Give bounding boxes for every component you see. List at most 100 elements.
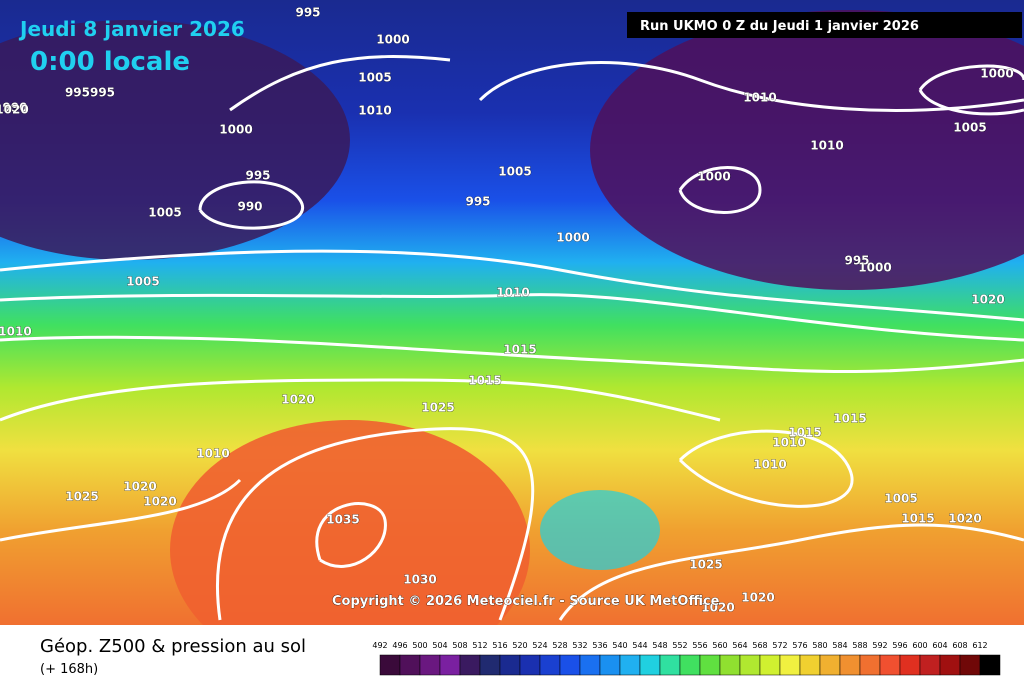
scale-swatch [959,654,981,676]
isobar-label: 1025 [65,490,98,504]
isobar [558,523,1024,621]
isobar-label: 1020 [741,591,774,605]
isobar [229,55,451,112]
scale-swatch [879,654,901,676]
cold-pool [540,490,660,570]
scale-label: 504 [432,641,447,650]
scale-label: 508 [452,641,467,650]
isobar-labels: 9951000100510109959959901000995990100510… [0,5,1014,615]
isobar-label: 990 [2,101,27,115]
isobar-label: 1010 [358,104,391,118]
scale-swatch [599,654,621,676]
scale-swatch [399,654,421,676]
scale-swatch [619,654,641,676]
isobar-label: 1030 [403,573,436,587]
scale-label: 512 [472,641,487,650]
run-box [627,12,1022,38]
color-scale: 492 496 500 504 508 512 516 520 524 528 532 536 540 5… [372,641,1001,676]
isobar [678,429,854,508]
scale-label: 596 [892,641,907,650]
footer-title: Géop. Z500 & pression au sol [40,636,306,657]
scale-swatch [519,654,541,676]
isobar-label: 995995 [65,86,115,100]
scale-label: 600 [912,641,927,650]
scale-swatch [859,654,881,676]
isobar-label: 1010 [810,139,843,153]
isobar [478,61,1024,112]
isobar-label: 990 [237,200,262,214]
scale-label: 496 [392,641,407,650]
scale-swatch [539,654,561,676]
isobar [0,378,721,422]
isobar-label: 1000 [697,170,730,184]
isobar-label: 1000 [858,261,891,275]
scale-swatch [639,654,661,676]
isobar [0,478,242,542]
isobar-label: 1000 [556,231,589,245]
isobar-label: 1025 [689,558,722,572]
isobar [918,64,1024,116]
scale-swatch [419,654,441,676]
scale-swatch [439,654,461,676]
scale-label: 580 [812,641,827,650]
scale-swatch [479,654,501,676]
isobar-label: 1000 [376,33,409,47]
scale-swatch [579,654,601,676]
scale-label: 492 [372,641,387,650]
scale-label: 572 [772,641,787,650]
scale-swatch [559,654,581,676]
scale-label: 560 [712,641,727,650]
scale-label: 576 [792,641,807,650]
isobar-label: 1020 [0,103,29,117]
isobar-label: 995 [465,195,490,209]
scale-label: 540 [612,641,627,650]
low-area [0,20,350,260]
isobar-label: 1010 [753,458,786,472]
isobar [0,293,1024,342]
copyright: Copyright © 2026 Meteociel.fr - Source U… [332,594,720,609]
scale-swatch [739,654,761,676]
scale-swatch [979,654,1001,676]
isobar-label: 1005 [953,121,986,135]
time: 0:00 locale [30,47,190,77]
scale-swatch [899,654,921,676]
scale-label: 520 [512,641,527,650]
isobar-label: 1010 [0,325,32,339]
isobar-label: 1010 [496,286,529,300]
scale-label: 592 [872,641,887,650]
date: Jeudi 8 janvier 2026 [18,17,245,41]
scale-label: 556 [692,641,707,650]
scale-label: 612 [972,641,987,650]
isobar-label: 995 [245,169,270,183]
isobar [0,249,1024,322]
scale-label: 604 [932,641,947,650]
scale-swatch [699,654,721,676]
isobar-label: 1000 [219,123,252,137]
isobar-label: 1020 [143,495,176,509]
isobar-label: 1010 [196,447,229,461]
scale-label: 608 [952,641,967,650]
isobar-label: 1020 [281,393,314,407]
scale-swatch [839,654,861,676]
isobar-label: 1020 [701,601,734,615]
isobar-label: 1015 [503,343,536,357]
footer-lead: (+ 168h) [40,662,98,677]
scale-swatch [459,654,481,676]
scale-label: 524 [532,641,547,650]
isobar-label: 1000 [980,67,1013,81]
isobar-label: 1015 [901,512,934,526]
isobar-label: 1020 [948,512,981,526]
scale-label: 564 [732,641,747,650]
scale-swatch [379,654,401,676]
isobar [315,502,387,568]
isobar-label: 1020 [123,480,156,494]
isobar-label: 995 [844,254,869,268]
scale-label: 532 [572,641,587,650]
isobar-label: 1035 [326,513,359,527]
scale-swatch [819,654,841,676]
scale-swatch [719,654,741,676]
scale-swatch [679,654,701,676]
isobar [216,427,535,621]
isobar-label: 1005 [148,206,181,220]
scale-label: 588 [852,641,867,650]
